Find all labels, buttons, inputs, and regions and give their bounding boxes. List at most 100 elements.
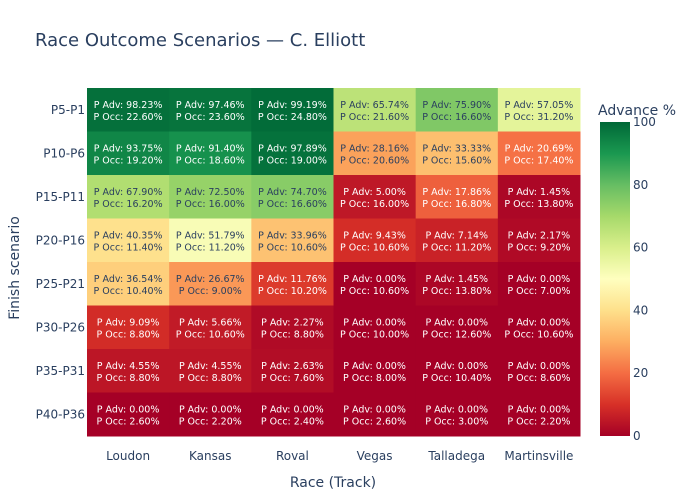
heatmap-cell bbox=[333, 88, 417, 132]
heatmap-cell bbox=[497, 175, 581, 219]
cell-label-occurrence: P Occ: 2.60% bbox=[97, 416, 160, 427]
cell-label-advance: P Adv: 7.14% bbox=[425, 230, 488, 241]
cell-label-occurrence: P Occ: 23.60% bbox=[176, 112, 245, 123]
heatmap-cell bbox=[87, 175, 170, 219]
cell-label-advance: P Adv: 0.00% bbox=[508, 317, 571, 328]
heatmap-cell bbox=[169, 175, 252, 219]
cell-label-advance: P Adv: 93.75% bbox=[94, 143, 163, 154]
cell-label-advance: P Adv: 0.00% bbox=[508, 404, 571, 415]
cell-label-advance: P Adv: 4.55% bbox=[179, 361, 242, 372]
y-axis-title: Finish scenario bbox=[7, 216, 23, 320]
y-axis-ticks: P5-P1 P10-P6 P15-P11 P20-P16 P25-P21 P30-P26 P… bbox=[36, 103, 85, 422]
cell-label-advance: P Adv: 5.00% bbox=[343, 187, 406, 198]
heatmap-cell bbox=[415, 175, 499, 219]
x-tick-label: Loudon bbox=[106, 449, 150, 463]
cell-label-advance: P Adv: 0.00% bbox=[179, 404, 242, 415]
heatmap-cell bbox=[415, 88, 499, 132]
heatmap-cell bbox=[497, 218, 581, 263]
cell-label-advance: P Adv: 98.23% bbox=[94, 100, 163, 111]
cell-label-occurrence: P Occ: 16.00% bbox=[176, 199, 245, 210]
heatmap-cell bbox=[497, 349, 581, 393]
cell-label-occurrence: P Occ: 12.60% bbox=[422, 329, 491, 340]
cell-label-occurrence: P Occ: 20.60% bbox=[340, 155, 409, 166]
heatmap-cell bbox=[169, 392, 252, 437]
cell-label-occurrence: P Occ: 16.60% bbox=[422, 112, 491, 123]
cell-label-advance: P Adv: 74.70% bbox=[258, 187, 327, 198]
x-tick-label: Roval bbox=[276, 449, 309, 463]
heatmap-cell bbox=[497, 392, 581, 437]
colorbar-ticks: 0 20 40 60 80 100 bbox=[633, 115, 656, 443]
cell-label-occurrence: P Occ: 11.20% bbox=[422, 242, 491, 253]
cell-label-occurrence: P Occ: 22.60% bbox=[94, 112, 163, 123]
cell-label-occurrence: P Occ: 8.80% bbox=[97, 373, 160, 384]
heatmap-cell bbox=[333, 218, 417, 263]
cell-label-advance: P Adv: 67.90% bbox=[94, 187, 163, 198]
colorbar-tick-label: 100 bbox=[633, 115, 656, 129]
cell-label-advance: P Adv: 0.00% bbox=[425, 361, 488, 372]
cell-label-occurrence: P Occ: 16.60% bbox=[258, 199, 327, 210]
heatmap-cell bbox=[251, 349, 334, 393]
x-tick-label: Martinsville bbox=[504, 449, 573, 463]
heatmap-cell bbox=[333, 392, 417, 437]
cell-label-advance: P Adv: 75.90% bbox=[422, 100, 491, 111]
heatmap-cell bbox=[87, 218, 170, 263]
cell-label-advance: P Adv: 33.96% bbox=[258, 230, 327, 241]
heatmap-cell bbox=[333, 349, 417, 393]
cell-label-occurrence: P Occ: 10.00% bbox=[340, 329, 409, 340]
cell-label-advance: P Adv: 17.86% bbox=[422, 187, 491, 198]
cell-label-occurrence: P Occ: 3.00% bbox=[425, 416, 488, 427]
heatmap-cell bbox=[87, 349, 170, 393]
heatmap-cell bbox=[169, 131, 252, 176]
cell-label-advance: P Adv: 5.66% bbox=[179, 317, 242, 328]
cell-label-occurrence: P Occ: 13.80% bbox=[422, 286, 491, 297]
cell-label-advance: P Adv: 0.00% bbox=[343, 317, 406, 328]
heatmap-cell bbox=[333, 175, 417, 219]
cell-label-occurrence: P Occ: 8.60% bbox=[507, 373, 570, 384]
heatmap-cell bbox=[251, 305, 334, 350]
colorbar-tick-label: 60 bbox=[633, 241, 648, 255]
cell-label-advance: P Adv: 11.76% bbox=[258, 274, 327, 285]
cell-label-occurrence: P Occ: 16.80% bbox=[422, 199, 491, 210]
cell-label-occurrence: P Occ: 31.20% bbox=[504, 112, 573, 123]
heatmap-cell bbox=[169, 88, 252, 132]
cell-label-advance: P Adv: 0.00% bbox=[343, 404, 406, 415]
cell-label-occurrence: P Occ: 2.40% bbox=[261, 416, 324, 427]
heatmap-cell bbox=[415, 131, 499, 176]
cell-label-advance: P Adv: 1.45% bbox=[425, 274, 488, 285]
heatmap-cell bbox=[87, 131, 170, 176]
cell-label-occurrence: P Occ: 2.20% bbox=[507, 416, 570, 427]
cell-label-occurrence: P Occ: 11.20% bbox=[176, 242, 245, 253]
colorbar-tick-label: 40 bbox=[633, 303, 648, 317]
heatmap-cell bbox=[251, 88, 334, 132]
heatmap-cell bbox=[497, 88, 581, 132]
cell-label-advance: P Adv: 40.35% bbox=[94, 230, 163, 241]
heatmap-cell bbox=[415, 305, 499, 350]
cell-label-occurrence: P Occ: 10.60% bbox=[176, 329, 245, 340]
cell-label-advance: P Adv: 0.00% bbox=[343, 361, 406, 372]
cell-label-advance: P Adv: 36.54% bbox=[94, 274, 163, 285]
cell-label-occurrence: P Occ: 10.60% bbox=[258, 242, 327, 253]
cell-label-advance: P Adv: 4.55% bbox=[97, 361, 160, 372]
cell-label-occurrence: P Occ: 17.40% bbox=[504, 155, 573, 166]
heatmap-cell bbox=[169, 305, 252, 350]
cell-label-advance: P Adv: 0.00% bbox=[425, 404, 488, 415]
heatmap-cell bbox=[415, 218, 499, 263]
heatmap-cell bbox=[415, 392, 499, 437]
cell-label-occurrence: P Occ: 10.60% bbox=[340, 242, 409, 253]
y-tick-label: P10-P6 bbox=[43, 146, 85, 160]
cell-label-advance: P Adv: 1.45% bbox=[508, 187, 571, 198]
heatmap-cell bbox=[415, 349, 499, 393]
colorbar-tick-label: 0 bbox=[633, 429, 641, 443]
heatmap-cells: P Adv: 98.23%P Occ: 22.60%P Adv: 97.46%P… bbox=[87, 88, 581, 437]
cell-label-advance: P Adv: 97.89% bbox=[258, 143, 327, 154]
cell-label-advance: P Adv: 0.00% bbox=[425, 317, 488, 328]
cell-label-occurrence: P Occ: 2.20% bbox=[179, 416, 242, 427]
x-tick-label: Vegas bbox=[357, 449, 393, 463]
cell-label-advance: P Adv: 2.63% bbox=[261, 361, 324, 372]
colorbar-title: Advance % bbox=[598, 103, 676, 119]
heatmap-cell bbox=[87, 88, 170, 132]
cell-label-advance: P Adv: 28.16% bbox=[340, 143, 409, 154]
x-axis-ticks: Loudon Kansas Roval Vegas Talladega Martinsvi… bbox=[106, 449, 573, 463]
